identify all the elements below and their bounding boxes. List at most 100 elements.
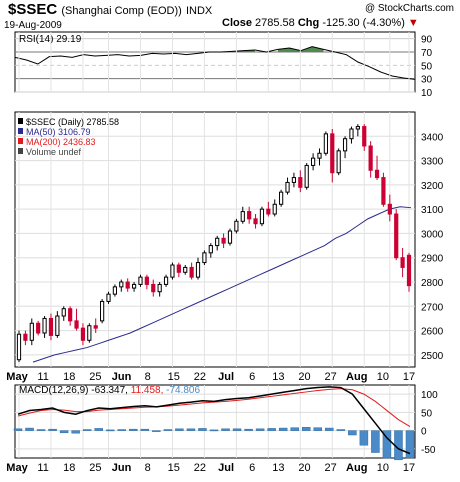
candle-body xyxy=(29,322,34,341)
macd-histogram-bar xyxy=(290,427,299,431)
macd-histogram-bar xyxy=(336,429,346,431)
watermark[interactable]: @ StockCharts.com xyxy=(364,3,454,14)
macd-histogram-bar xyxy=(82,429,92,431)
candle-body xyxy=(285,181,290,193)
rsi-tick-label: 10 xyxy=(421,88,433,99)
candle-body xyxy=(394,213,399,259)
macd-histogram-bar xyxy=(382,430,392,459)
macd-histogram-bar xyxy=(209,429,219,432)
panel-frame-0 xyxy=(14,31,416,93)
macd-histogram-bar xyxy=(221,428,230,431)
x-axis-label: 11 xyxy=(37,371,48,383)
candle-body xyxy=(272,203,277,215)
macd-histogram-bar xyxy=(36,429,46,431)
price-tick-label: 3200 xyxy=(421,181,444,192)
chg-label: Chg xyxy=(297,17,320,29)
candle-body xyxy=(227,230,233,244)
candle-body xyxy=(36,322,41,334)
rsi-label: RSI(14) 29.19 xyxy=(19,34,82,45)
macd-histogram-bar xyxy=(198,428,207,431)
ticker-symbol: $SSEC xyxy=(8,1,58,18)
candle-body xyxy=(195,262,201,278)
candle-body xyxy=(157,283,162,293)
candle-body xyxy=(330,133,335,174)
macd-line xyxy=(17,386,411,455)
price-tick-label: 2500 xyxy=(421,351,444,362)
candle-body xyxy=(170,264,175,278)
x-axis-label-bottom: 6 xyxy=(249,462,255,474)
price-tick-label: 2600 xyxy=(421,327,444,338)
x-axis-label-bottom: 17 xyxy=(403,462,415,474)
legend-swatch xyxy=(18,138,23,144)
macd-histogram-bar xyxy=(278,427,288,431)
macd-histogram-bar xyxy=(163,429,173,431)
macd-histogram-bar xyxy=(175,428,184,431)
candle-body xyxy=(355,126,360,130)
rsi-line xyxy=(14,46,416,80)
rsi-tick-label: 90 xyxy=(421,35,433,46)
exchange-label: INDX xyxy=(185,5,213,17)
candle-body xyxy=(240,211,245,222)
macd-histogram-bar xyxy=(405,430,415,459)
macd-histogram-bar xyxy=(152,430,161,432)
candle-body xyxy=(406,254,412,287)
candle-body xyxy=(138,276,143,285)
x-axis-label: 18 xyxy=(63,371,75,383)
candle-body xyxy=(317,152,322,159)
macd-histogram-bar xyxy=(13,428,23,431)
macd-histogram-bar xyxy=(94,428,103,431)
x-axis-label: May xyxy=(6,371,28,383)
rsi-tick-label: 70 xyxy=(421,48,433,59)
close-label: Close xyxy=(222,17,252,29)
macd-histogram-bar xyxy=(117,429,127,431)
legend-swatch xyxy=(18,148,23,154)
rsi-tick-label: 50 xyxy=(421,61,433,72)
candle-body xyxy=(291,177,297,183)
price-tick-label: 3400 xyxy=(421,132,444,143)
candle-body xyxy=(189,266,194,278)
symbol-title: $SSEC (Shanghai Comp (EOD)) INDX xyxy=(8,1,212,18)
candle-body xyxy=(381,177,386,205)
legend-entry: Volume undef xyxy=(26,147,82,157)
x-axis-label: 13 xyxy=(272,371,284,383)
candle-body xyxy=(68,308,73,322)
panel-frame-1 xyxy=(14,111,416,368)
close-value: 2785.58 xyxy=(255,17,295,29)
candle-body xyxy=(362,126,367,147)
legend-swatch xyxy=(18,128,23,134)
macd-label: MACD(12,26,9) -63.347, 11.458, -74.806 xyxy=(19,385,200,396)
x-axis-label: 17 xyxy=(403,371,415,383)
x-axis-label: 25 xyxy=(89,371,101,383)
candle-body xyxy=(144,276,149,285)
x-axis-label-bottom: Jun xyxy=(112,462,132,474)
legend-entry: $SSEC (Daily) 2785.58 xyxy=(26,117,119,127)
macd-tick-label: 0 xyxy=(421,427,427,438)
candle-body xyxy=(183,266,188,273)
candle-body xyxy=(100,300,105,322)
macd-histogram-bar xyxy=(48,428,57,431)
candle-body xyxy=(42,317,47,334)
candle-body xyxy=(151,283,156,293)
candle-body xyxy=(298,177,303,188)
x-axis-label-bottom: 25 xyxy=(89,462,101,474)
price-tick-label: 3000 xyxy=(421,229,444,240)
macd-histogram-bar xyxy=(313,427,323,431)
candle-body xyxy=(400,257,405,268)
price-tick-label: 3100 xyxy=(421,205,444,216)
candle-body xyxy=(87,325,92,341)
panel-frame-2 xyxy=(14,384,416,459)
macd-histogram-bar xyxy=(371,430,380,453)
macd-histogram-bar xyxy=(267,428,276,431)
candle-body xyxy=(80,327,86,341)
macd-histogram-bar xyxy=(25,427,34,431)
index-name: (Shanghai Comp (EOD)) xyxy=(61,5,182,17)
candle-body xyxy=(119,281,124,288)
macd-histogram-bar xyxy=(129,428,138,431)
quote-summary: Close 2785.58 Chg -125.30 (-4.30%) ▼ xyxy=(222,17,419,29)
price-tick-label: 3300 xyxy=(421,157,444,168)
down-arrow-icon: ▼ xyxy=(407,17,419,29)
macd-histogram-bar xyxy=(59,430,69,434)
x-axis-label-bottom: Aug xyxy=(346,462,367,474)
x-axis-label: 8 xyxy=(145,371,151,383)
